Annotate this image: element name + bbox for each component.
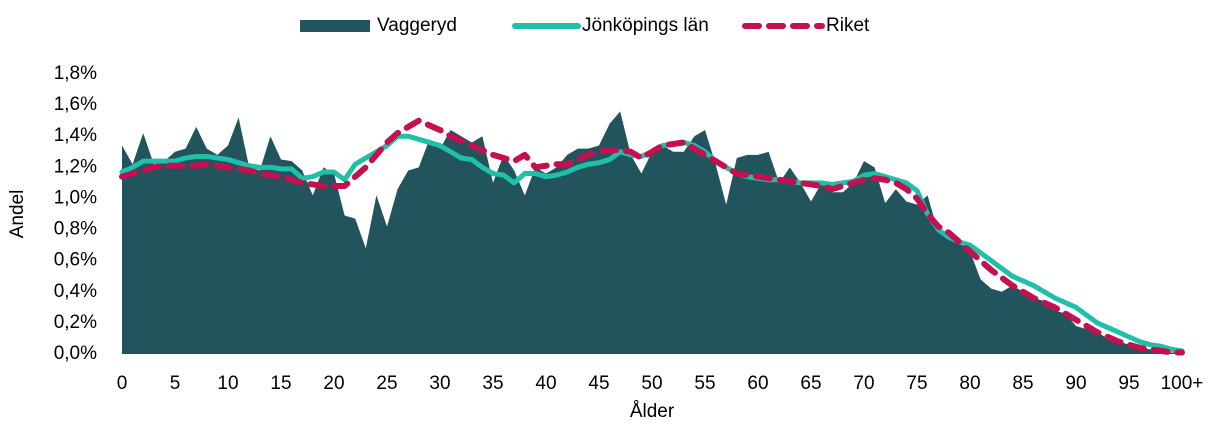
y-tick-label: 1,2% xyxy=(54,156,97,177)
y-tick-label: 0,2% xyxy=(54,312,97,333)
x-tick-label: 80 xyxy=(959,373,980,394)
x-tick-label: 45 xyxy=(588,373,609,394)
x-axis-title: Ålder xyxy=(630,401,675,422)
x-tick-label: 95 xyxy=(1118,373,1139,394)
area xyxy=(122,111,1182,354)
y-tick-label: 0,6% xyxy=(54,250,97,271)
y-tick-label: 1,4% xyxy=(54,125,97,146)
y-tick-label: 0,0% xyxy=(54,343,97,364)
x-tick-label: 15 xyxy=(270,373,291,394)
x-tick-label: 5 xyxy=(170,373,181,394)
y-tick-label: 0,4% xyxy=(54,281,97,302)
x-tick-label: 20 xyxy=(323,373,344,394)
y-axis-title: Andel xyxy=(7,190,28,239)
x-tick-label: 65 xyxy=(800,373,821,394)
legend-label: Vaggeryd xyxy=(377,15,457,36)
y-tick-label: 1,8% xyxy=(54,63,97,84)
legend-label: Jönköpings län xyxy=(582,15,709,36)
x-tick-label: 85 xyxy=(1012,373,1033,394)
x-tick-label: 40 xyxy=(535,373,556,394)
y-tick-label: 0,8% xyxy=(54,219,97,240)
x-tick-label: 55 xyxy=(694,373,715,394)
x-tick-label: 35 xyxy=(482,373,503,394)
y-tick-label: 1,0% xyxy=(54,187,97,208)
legend-label: Riket xyxy=(826,15,870,36)
x-tick-label: 50 xyxy=(641,373,662,394)
x-tick-label: 30 xyxy=(429,373,450,394)
x-tick-label: 10 xyxy=(217,373,238,394)
x-tick-label: 90 xyxy=(1065,373,1086,394)
x-tick-label: 0 xyxy=(117,373,128,394)
line xyxy=(119,117,1185,356)
y-tick-label: 1,6% xyxy=(54,94,97,115)
legend-swatch xyxy=(300,20,370,32)
x-tick-label: 100+ xyxy=(1161,373,1204,394)
x-tick-label: 60 xyxy=(747,373,768,394)
x-tick-label: 70 xyxy=(853,373,874,394)
x-tick-label: 75 xyxy=(906,373,927,394)
x-tick-label: 25 xyxy=(376,373,397,394)
